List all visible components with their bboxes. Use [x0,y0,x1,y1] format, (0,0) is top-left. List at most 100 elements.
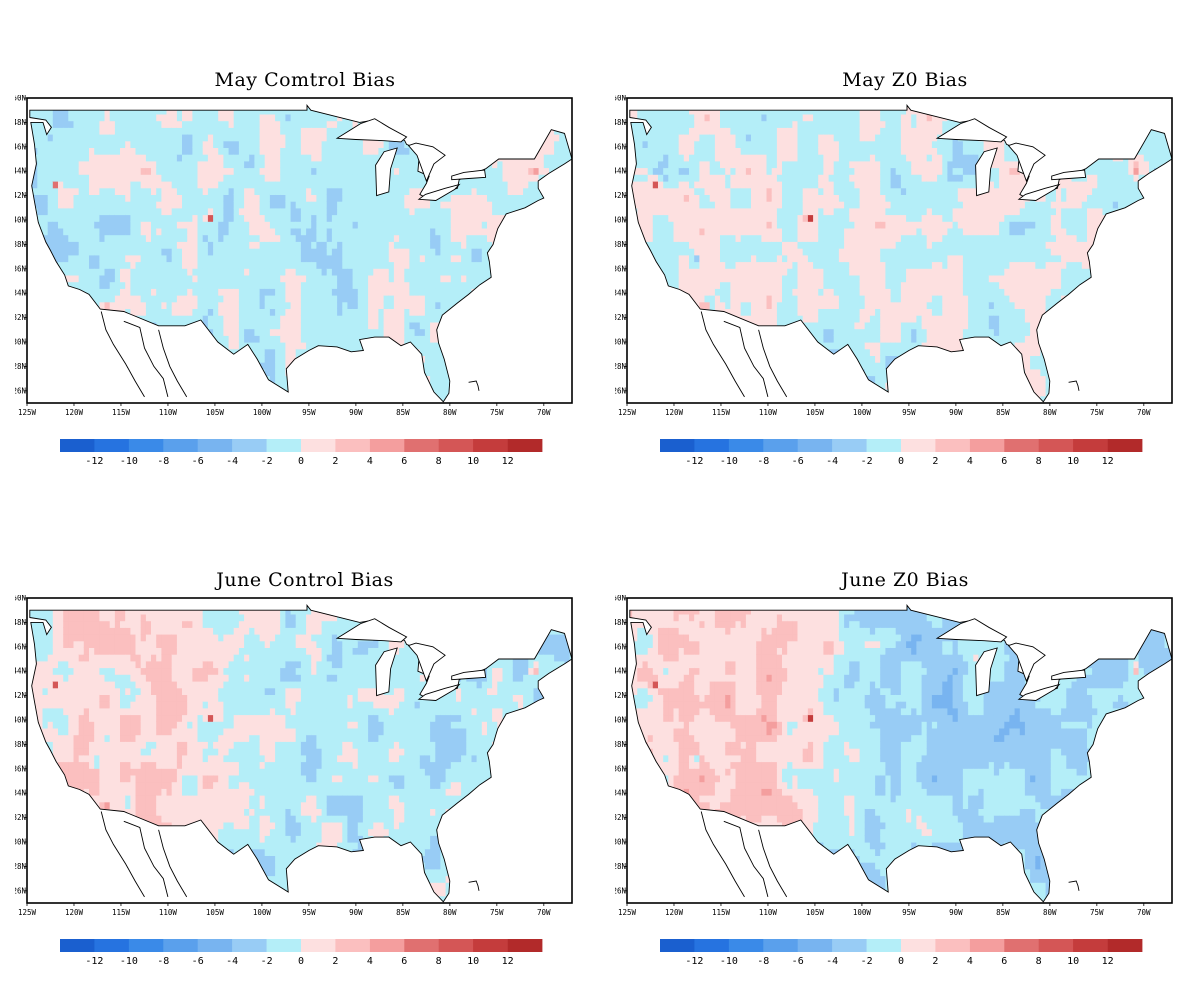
bias-cell [233,127,240,135]
bias-cell [140,194,147,202]
bias-cell [424,362,431,370]
bias-cell [523,181,529,189]
bias-cell [99,281,106,289]
bias-cell [311,248,317,256]
bias-cell [187,234,193,242]
bias-cell [275,308,281,316]
bias-cell [368,207,374,216]
bias-cell [466,268,473,276]
bias-cell [393,174,400,182]
bias-cell [125,301,131,309]
bias-cell [176,140,183,148]
bias-cell [89,234,95,242]
bias-cell [89,194,95,202]
bias-cell [156,187,162,195]
bias-cell [176,120,183,128]
bias-cell [94,214,100,222]
bias-cell [120,174,126,182]
bias-cell [187,308,193,316]
bias-cell [182,315,188,323]
bias-cell [275,127,281,135]
bias-cell [264,248,271,256]
bias-cell [326,234,333,242]
bias-cell [47,234,54,242]
bias-cell [316,335,323,343]
bias-cell [259,268,266,276]
bias-cell [192,167,199,175]
bias-cell [285,187,292,195]
bias-cell [399,201,405,209]
bias-cell [187,194,193,202]
bias-cell [450,295,457,303]
bias-cell [130,295,137,303]
bias-cell [435,227,442,236]
bias-cell [254,113,261,122]
bias-cell [264,355,271,363]
bias-cell [120,201,126,209]
bias-cell [207,268,214,276]
bias-cell [187,174,193,182]
bias-cell [161,308,168,316]
bias-cell [306,107,312,115]
bias-cell [507,194,514,202]
bias-cell [300,214,307,222]
bias-cell [83,221,90,229]
bias-cell [176,154,183,162]
bias-cell [285,342,292,350]
bias-cell [399,301,405,309]
bias-cell [161,248,168,256]
bias-cell [156,288,162,296]
bias-cell [218,234,224,242]
bias-cell [306,308,312,316]
bias-cell [419,348,426,356]
bias-cell [83,134,90,142]
bias-cell [166,301,173,309]
bias-cell [295,134,302,142]
bias-cell [337,181,343,189]
bias-cell [233,154,240,162]
bias-cell [476,201,483,209]
bias-cell [63,201,69,209]
bias-cell [202,254,209,263]
bias-cell [171,194,178,202]
bias-cell [89,248,95,256]
bias-cell [373,308,380,316]
bias-cell [145,120,152,128]
bias-cell [357,328,364,336]
bias-cell [280,268,286,276]
bias-cell [300,248,307,256]
bias-cell [89,221,95,229]
bias-cell [554,140,560,148]
bias-cell [300,207,307,216]
bias-cell [466,274,473,283]
bias-cell [414,281,421,289]
bias-cell [450,281,457,289]
bias-cell [440,382,447,390]
bias-cell [373,221,380,229]
bias-cell [83,167,90,175]
bias-cell [176,174,183,182]
bias-cell [52,234,59,242]
bias-cell [151,308,157,316]
bias-cell [125,134,131,142]
bias-cell [419,181,426,189]
bias-cell [254,288,261,296]
bias-cell [187,261,193,269]
bias-cell [404,328,411,336]
bias-cell [285,134,292,142]
bias-cell [275,201,281,209]
bias-cell [409,254,416,263]
bias-cell [156,140,162,148]
bias-cell [187,301,193,309]
bias-cell [368,147,374,155]
bias-cell [259,254,266,263]
bias-cell [352,241,359,249]
bias-cell [238,134,245,142]
bias-cell [223,321,230,330]
bias-cell [187,187,193,195]
bias-cell [357,234,364,242]
bias-cell [435,301,442,309]
bias-cell [461,221,467,229]
bias-cell [295,167,302,175]
bias-cell [476,221,483,229]
